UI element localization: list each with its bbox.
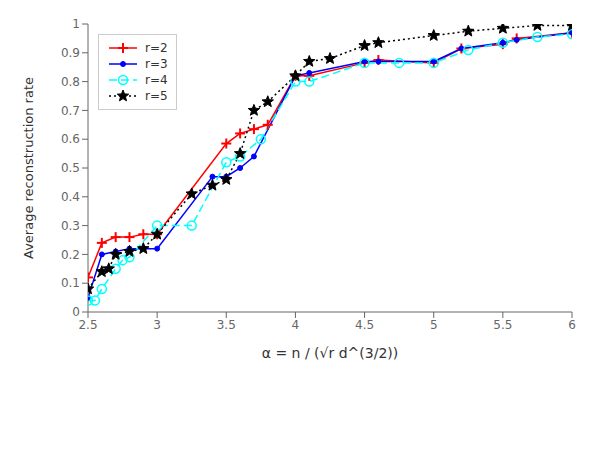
svg-text:5: 5 [430,318,438,332]
html-text:r=3: r=3 [145,57,168,71]
html-text:r=4: r=4 [145,73,168,87]
svg-text:0.3: 0.3 [61,219,80,233]
svg-text:6: 6 [568,318,576,332]
svg-text:0.9: 0.9 [61,46,80,60]
svg-text:1: 1 [72,17,80,31]
svg-text:0.6: 0.6 [61,132,80,146]
svg-text:4: 4 [292,318,300,332]
svg-text:Average reconstruction rate: Average reconstruction rate [21,77,36,259]
svg-text:2.5: 2.5 [78,318,97,332]
svg-text:0: 0 [72,305,80,319]
svg-text:3.5: 3.5 [217,318,236,332]
html-text:r=5: r=5 [145,89,168,103]
svg-text:0.8: 0.8 [61,75,80,89]
svg-text:0.1: 0.1 [61,276,80,290]
svg-text:4.5: 4.5 [355,318,374,332]
svg-text:0.5: 0.5 [61,161,80,175]
svg-text:0.4: 0.4 [61,190,80,204]
svg-text:α = n / (√r d^(3/2)): α = n / (√r d^(3/2)) [262,345,398,361]
svg-text:0.2: 0.2 [61,248,80,262]
svg-text:0.7: 0.7 [61,104,80,118]
html-text:r=2: r=2 [145,41,168,55]
svg-text:5.5: 5.5 [493,318,512,332]
svg-text:3: 3 [153,318,161,332]
